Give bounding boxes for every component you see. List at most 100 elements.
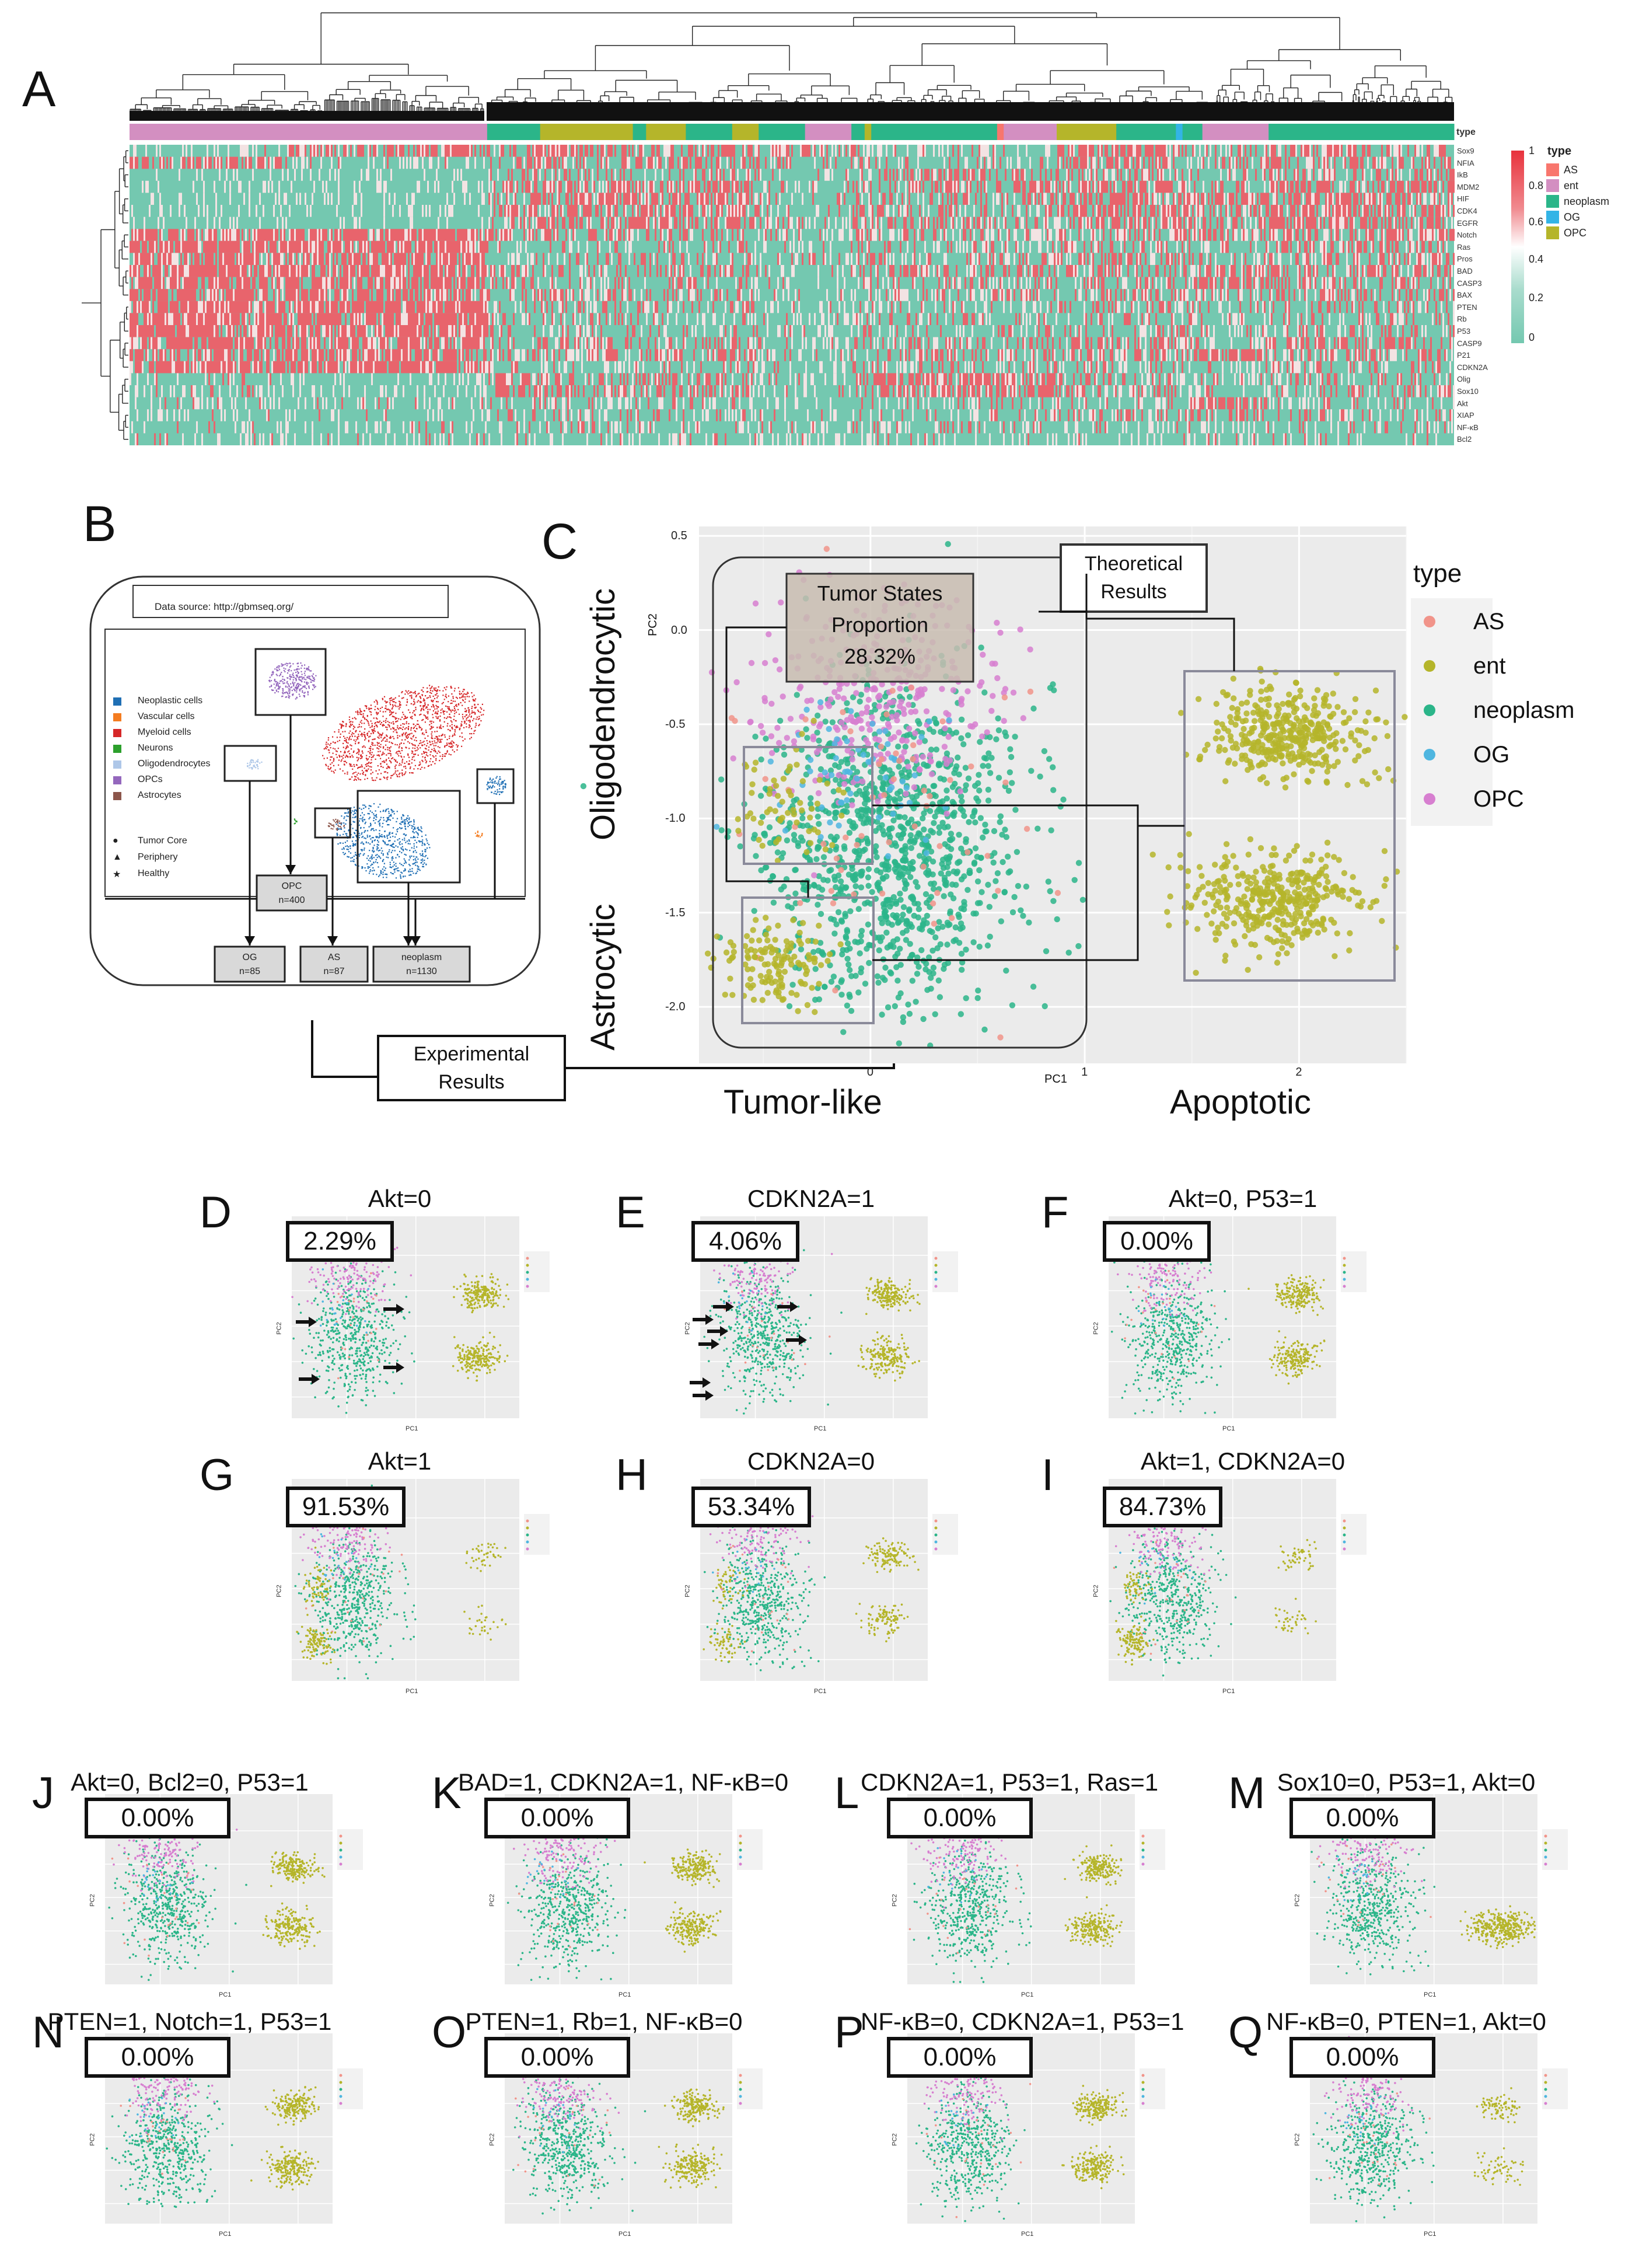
gene-label: P53 <box>1457 327 1471 336</box>
cell-legend-label: Neoplastic cells <box>138 696 203 706</box>
point-ent <box>1212 735 1219 742</box>
mini-points-OPC <box>113 1810 238 1892</box>
point-ent <box>1313 735 1320 742</box>
point-ent <box>764 937 771 944</box>
series-ent <box>704 915 844 1016</box>
gene-label: MDM2 <box>1457 182 1480 191</box>
point-ent <box>1301 920 1308 927</box>
point-ent <box>1243 699 1250 706</box>
point-ent <box>796 937 802 944</box>
panel-c-legend-label-OPC: OPC <box>1473 786 1524 812</box>
point-neoplasm <box>792 890 799 897</box>
point-ent <box>1249 896 1255 903</box>
point-neoplasm <box>921 855 928 862</box>
point-ent <box>1301 887 1308 893</box>
point-neoplasm <box>987 770 994 776</box>
point-neoplasm <box>883 897 890 903</box>
mini-legend-dot <box>339 2074 343 2077</box>
mini-legend-dot <box>1141 2088 1145 2091</box>
point-ent <box>794 762 800 768</box>
scale-tick: 0.4 <box>1529 253 1544 265</box>
point-ent <box>1253 890 1260 896</box>
point-ent <box>747 976 754 982</box>
mini-series-ent <box>1064 1844 1123 1886</box>
point-OPC <box>980 651 986 658</box>
point-OPC <box>1010 689 1017 696</box>
point-neoplasm <box>892 798 899 804</box>
point-OPC <box>917 686 924 693</box>
mini-legend-dot <box>526 1533 529 1537</box>
point-neoplasm <box>1002 826 1008 833</box>
point-neoplasm <box>867 901 874 907</box>
point-ent <box>805 937 812 944</box>
point-OPC <box>1027 646 1033 653</box>
type-bar-segment <box>864 124 872 140</box>
point-ent <box>1347 930 1353 937</box>
point-ent <box>1340 709 1347 716</box>
panel-c-x-tick: 2 <box>1295 1066 1302 1079</box>
percentage-box-d: 2.29% <box>286 1221 394 1262</box>
point-ent <box>1299 742 1306 749</box>
percentage-box-n: 0.00% <box>85 2037 230 2078</box>
point-neoplasm <box>929 871 936 878</box>
point-neoplasm <box>819 949 825 955</box>
point-ent <box>745 982 752 989</box>
point-ent <box>1222 957 1228 964</box>
point-ent <box>1278 753 1285 760</box>
mini-points-ent <box>865 1277 921 1316</box>
point-ent <box>1309 767 1315 774</box>
point-neoplasm <box>880 904 887 911</box>
point-neoplasm <box>1075 943 1082 950</box>
point-AS <box>920 863 927 870</box>
point-neoplasm <box>948 831 955 837</box>
point-ent <box>1274 713 1280 720</box>
point-ent <box>750 982 756 989</box>
point-neoplasm <box>1075 860 1082 866</box>
point-ent <box>767 806 773 812</box>
point-ent <box>1213 902 1219 909</box>
point-ent <box>1255 749 1261 756</box>
series-ent <box>1178 665 1408 791</box>
heatmap-row-high <box>131 229 1455 241</box>
point-OPC <box>917 766 923 773</box>
heatmap-row-high <box>130 313 1449 325</box>
point-ent <box>1261 879 1268 885</box>
cell-legend-label: Myeloid cells <box>138 727 191 737</box>
point-neoplasm <box>906 1010 913 1017</box>
annotation-arrow <box>690 1377 711 1388</box>
point-neoplasm <box>994 870 1001 877</box>
percentage-box-o: 0.00% <box>484 2037 630 2078</box>
point-neoplasm <box>959 966 965 973</box>
point-neoplasm <box>985 786 992 793</box>
experimental-line-2: Results <box>438 1071 505 1093</box>
point-ent <box>1259 742 1266 748</box>
point-neoplasm <box>1020 913 1026 919</box>
mini-points-neoplasm <box>703 1249 843 1415</box>
gene-label: Sox10 <box>1457 387 1479 396</box>
mini-series-ent <box>1247 1274 1325 1316</box>
point-neoplasm <box>886 825 893 832</box>
point-neoplasm <box>883 860 890 866</box>
series-ent <box>735 717 847 864</box>
point-ent <box>1245 874 1252 881</box>
point-AS <box>762 776 768 783</box>
point-OG <box>926 718 933 725</box>
mini-series-ent <box>857 1331 920 1382</box>
point-neoplasm <box>941 874 948 881</box>
tsne-cluster <box>293 818 298 825</box>
point-ent <box>1288 871 1294 878</box>
point-neoplasm <box>899 825 906 831</box>
point-neoplasm <box>858 692 865 698</box>
point-OG <box>817 699 824 706</box>
point-neoplasm <box>965 775 972 782</box>
mini-legend-dot <box>934 1540 938 1544</box>
point-AS <box>1027 688 1034 695</box>
panel-b-diagram <box>89 575 901 1101</box>
point-ent <box>1247 880 1254 887</box>
point-neoplasm <box>918 947 925 954</box>
point-ent <box>788 944 794 951</box>
point-ent <box>1315 929 1321 936</box>
point-ent <box>759 997 766 1003</box>
point-neoplasm <box>766 824 773 831</box>
point-neoplasm <box>848 973 855 979</box>
